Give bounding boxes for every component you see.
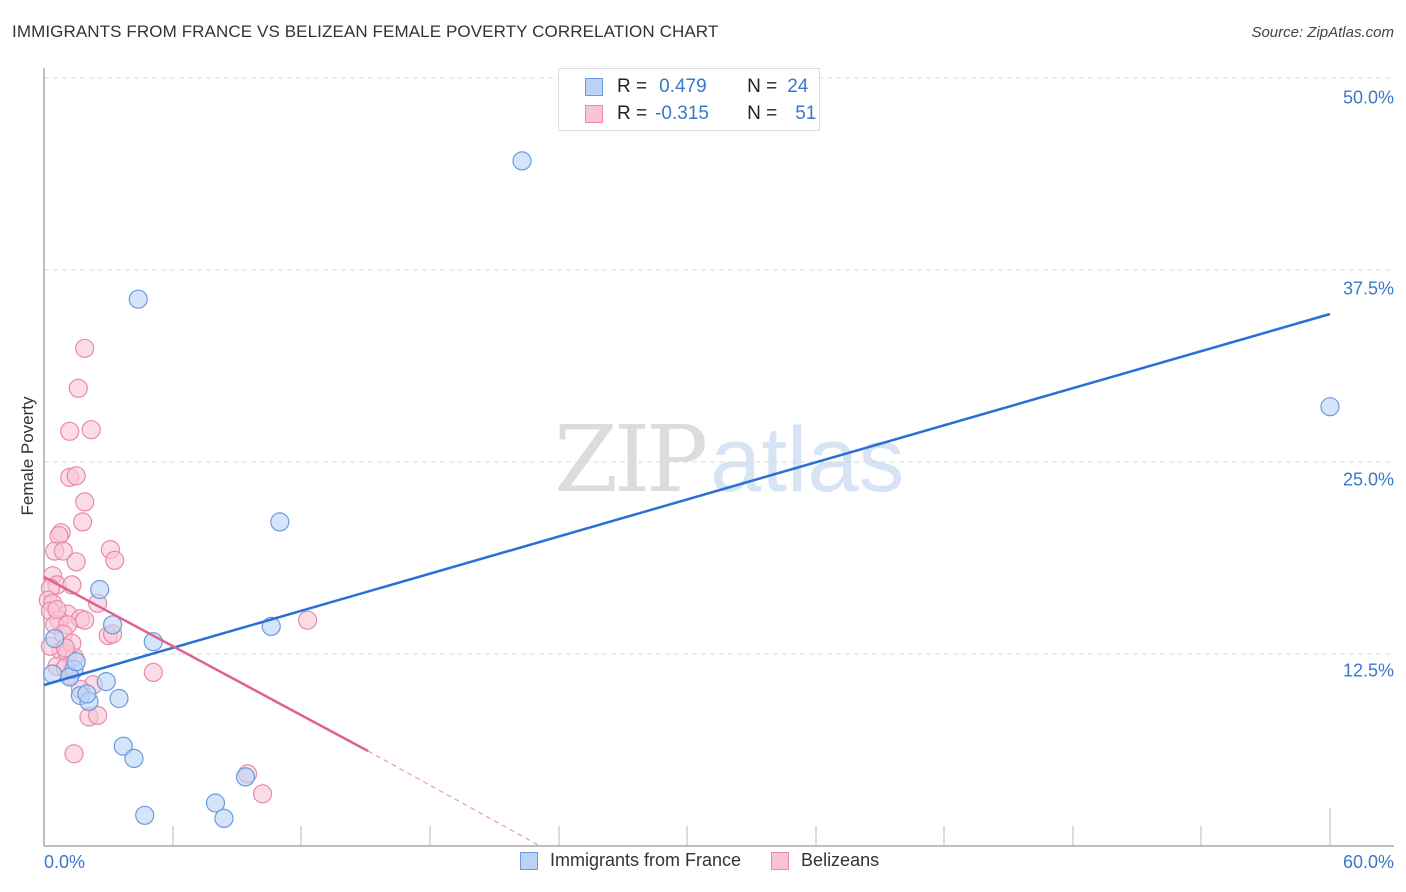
france-swatch-icon	[585, 78, 603, 96]
legend-row-france: R = 0.479 N = 24	[585, 75, 808, 99]
france-swatch-icon	[520, 851, 538, 870]
n-value: 51	[795, 103, 817, 124]
france-point	[270, 512, 290, 532]
france-point	[214, 808, 234, 829]
belizeans-point	[81, 420, 101, 440]
watermark-atlas: atlas	[710, 409, 905, 511]
r-value: -0.315	[655, 103, 709, 124]
stats-legend: R = 0.479 N = 24 R = -0.315 N = 51	[558, 68, 820, 131]
belizeans-point	[253, 784, 273, 804]
y-tick-50: 50.0%	[1342, 87, 1394, 108]
france-point	[66, 652, 86, 672]
belizeans-point	[143, 662, 163, 683]
france-trend-line	[43, 312, 1331, 687]
belizeans-point	[66, 552, 86, 572]
france-point	[124, 748, 144, 769]
france-point	[77, 684, 97, 704]
belizeans-point	[75, 492, 95, 512]
belizeans-point	[68, 378, 88, 398]
watermark: ZIPatlas	[554, 406, 905, 513]
legend-item-belizeans: Belizeans	[771, 850, 879, 871]
belizeans-point	[298, 610, 318, 630]
x-tick-min: 0.0%	[44, 852, 86, 872]
france-point	[205, 793, 226, 813]
legend-item-france: Immigrants from France	[520, 850, 741, 871]
r-label: R =	[617, 103, 648, 124]
belizeans-point	[75, 610, 95, 630]
france-point	[113, 736, 133, 756]
belizeans-point	[87, 705, 108, 726]
france-point	[90, 579, 110, 600]
chart-title: IMMIGRANTS FROM FRANCE VS BELIZEAN FEMAL…	[12, 22, 719, 41]
belizeans-swatch-icon	[585, 105, 603, 123]
belizeans-point	[105, 550, 125, 570]
france-point	[102, 615, 123, 635]
france-point	[235, 767, 256, 787]
france-point	[512, 151, 532, 171]
n-label: N =	[747, 103, 778, 124]
y-tick-25: 25.0%	[1342, 469, 1394, 490]
france-point	[135, 805, 155, 825]
legend-row-belizeans: R = -0.315 N = 51	[585, 102, 816, 126]
belizeans-trend-extension	[367, 750, 541, 847]
belizeans-point	[64, 744, 84, 764]
belizeans-points	[38, 338, 318, 804]
belizeans-point	[53, 541, 73, 561]
belizeans-trend-line	[43, 575, 369, 753]
n-label: N =	[747, 76, 778, 97]
y-axis-label: Female Poverty	[18, 396, 37, 516]
x-tick-marks	[172, 808, 1331, 846]
r-value: 0.479	[659, 76, 707, 97]
france-point	[128, 289, 148, 309]
belizeans-swatch-icon	[771, 851, 790, 870]
belizeans-point	[60, 421, 80, 441]
belizeans-point	[75, 338, 95, 358]
france-point	[109, 688, 129, 709]
watermark-zip: ZIP	[554, 406, 708, 513]
legend-label-belizeans: Belizeans	[801, 850, 880, 870]
trend-lines	[43, 312, 1331, 847]
belizeans-point	[47, 599, 67, 620]
belizeans-point	[72, 512, 93, 532]
y-tick-12-5: 12.5%	[1342, 660, 1394, 681]
france-points	[42, 151, 1340, 829]
legend-label-france: Immigrants from France	[550, 850, 742, 870]
gridlines	[44, 77, 1394, 655]
r-label: R =	[617, 76, 648, 97]
axes	[43, 68, 1394, 847]
france-point	[45, 628, 65, 649]
y-tick-37-5: 37.5%	[1342, 278, 1394, 299]
belizeans-point	[66, 466, 86, 486]
series-legend: Immigrants from France Belizeans	[520, 850, 909, 871]
france-point	[1320, 397, 1340, 417]
n-value: 24	[787, 76, 809, 97]
france-point	[96, 671, 116, 692]
x-tick-max: 60.0%	[1342, 852, 1394, 872]
source-label: Source: ZipAtlas.com	[1251, 24, 1394, 41]
